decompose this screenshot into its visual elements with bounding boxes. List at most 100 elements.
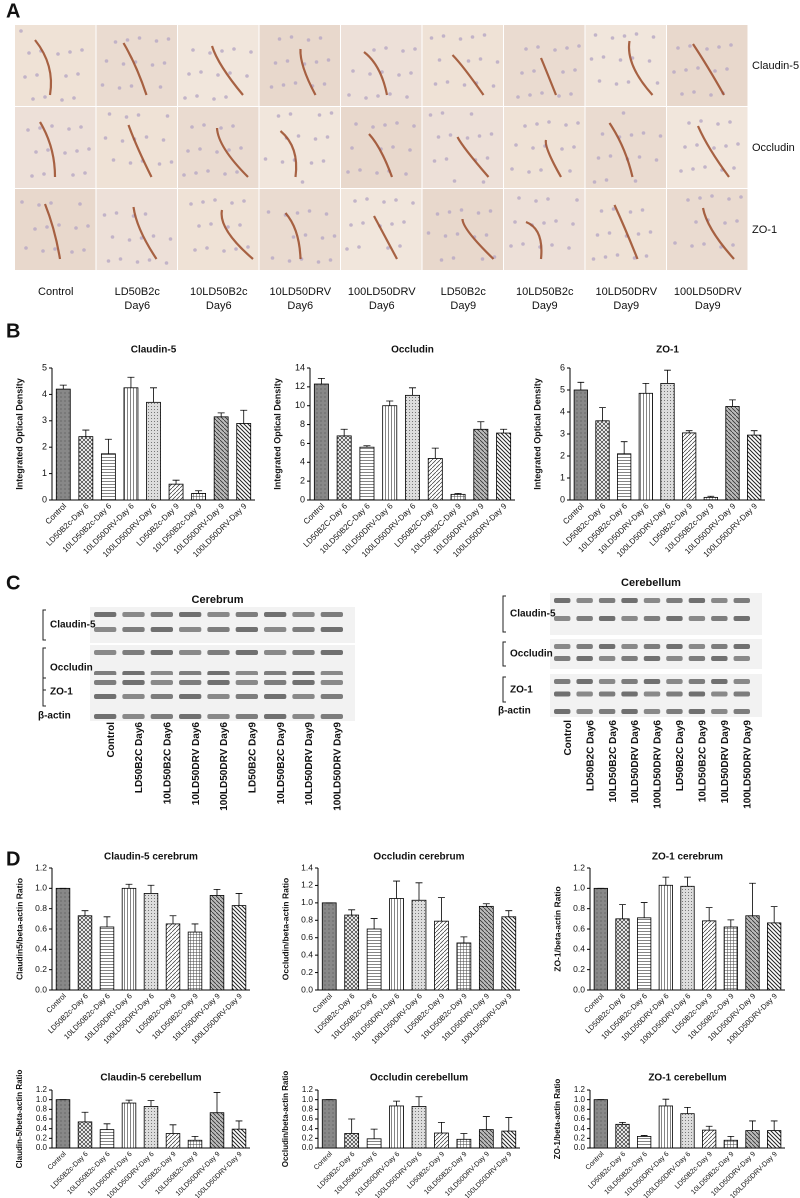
nucleus [205, 246, 209, 250]
vessel [279, 130, 298, 178]
y-tick-label: 0.6 [573, 923, 585, 933]
nucleus [634, 32, 639, 36]
x-tick-label: Control [47, 1150, 68, 1171]
error-bar [127, 376, 135, 388]
nucleus [224, 95, 228, 99]
nucleus [629, 133, 634, 137]
nucleus [459, 208, 464, 212]
nucleus [553, 48, 557, 52]
blot-band [733, 691, 750, 697]
row-label: Claudin-5 [752, 60, 799, 72]
nucleus [226, 225, 230, 229]
bar [658, 884, 673, 991]
bar [55, 1099, 71, 1149]
blot-band [711, 598, 728, 603]
nucleus [433, 82, 438, 86]
error-bar [684, 876, 691, 887]
nucleus [107, 112, 112, 116]
nucleus [238, 223, 242, 227]
nucleus [120, 139, 125, 143]
nucleus [82, 248, 86, 252]
blot-band [150, 714, 173, 719]
nucleus [576, 121, 580, 125]
nucleus [542, 221, 546, 225]
blot-band [598, 656, 616, 661]
error-bar [750, 430, 758, 436]
nucleus [295, 211, 300, 215]
nucleus [135, 260, 140, 264]
blot-background [550, 639, 762, 669]
error-bar [619, 1121, 626, 1125]
nucleus [128, 161, 133, 165]
nucleus [187, 72, 191, 76]
error-bar [729, 399, 736, 407]
column-label: Day6 [369, 300, 395, 312]
bar [617, 453, 632, 501]
nucleus [321, 159, 326, 163]
nucleus [46, 148, 50, 152]
nucleus [358, 168, 362, 172]
y-tick-label: 0.4 [301, 949, 313, 959]
blot-band [150, 694, 173, 699]
bar [434, 920, 449, 991]
bar [637, 917, 652, 991]
lane-label: 10LD50DRV Day6 [630, 720, 641, 804]
nucleus [727, 197, 731, 201]
bar [411, 899, 427, 991]
nucleus [723, 221, 727, 225]
nucleus [462, 83, 467, 87]
blot-band [235, 650, 258, 655]
error-bar [749, 1120, 756, 1131]
error-bar [505, 1117, 513, 1132]
bar [187, 1139, 203, 1149]
y-tick-label: 0.6 [301, 932, 313, 942]
error-bar [103, 1123, 111, 1130]
chart-title: Occludin cerebellum [370, 1073, 468, 1084]
nucleus [491, 84, 496, 88]
nucleus [640, 208, 645, 212]
y-tick-label: 0.6 [36, 1114, 48, 1123]
blot-band [207, 627, 230, 632]
blot-band [179, 694, 202, 699]
vessel [627, 40, 654, 96]
nucleus [162, 61, 167, 65]
nucleus [208, 51, 212, 55]
nucleus [31, 97, 35, 101]
bar [231, 1128, 247, 1149]
nucleus [118, 257, 123, 261]
blot-band [598, 616, 616, 621]
bar [637, 1136, 652, 1149]
nucleus [712, 146, 716, 150]
blot-band [94, 694, 117, 699]
nucleus [673, 241, 677, 245]
error-bar [340, 428, 348, 436]
nucleus [429, 36, 434, 40]
blot-title: Cerebellum [621, 577, 681, 589]
y-tick-label: 3 [42, 415, 47, 425]
nucleus [232, 47, 236, 51]
nucleus [291, 235, 296, 239]
bar [209, 895, 225, 991]
chart-title: Claudin-5 [131, 345, 177, 356]
nucleus [287, 259, 292, 263]
blot-band [122, 714, 145, 719]
panel-label: B [6, 320, 20, 342]
nucleus [684, 68, 688, 72]
blot-band [688, 598, 706, 603]
nucleus [245, 74, 249, 78]
bar [366, 928, 382, 991]
nucleus [655, 81, 660, 85]
blot-band [292, 627, 315, 632]
nucleus [477, 134, 482, 138]
nucleus [401, 49, 405, 53]
nucleus [317, 113, 322, 117]
error-bar [599, 407, 606, 421]
bar [209, 1112, 225, 1149]
error-bar [235, 1120, 243, 1130]
nucleus [686, 198, 690, 202]
column-label: Day6 [206, 300, 232, 312]
blot-band [207, 680, 230, 685]
y-tick-label: 4 [560, 406, 565, 416]
nucleus [124, 115, 129, 119]
blot-band [264, 650, 287, 655]
